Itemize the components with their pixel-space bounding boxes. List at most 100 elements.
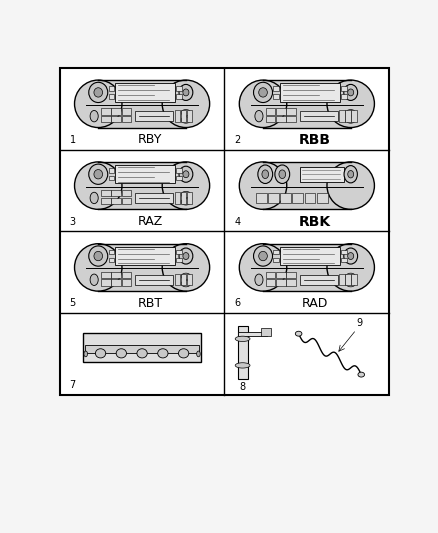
- Bar: [109, 168, 114, 173]
- Ellipse shape: [181, 273, 191, 279]
- Bar: [273, 86, 279, 91]
- Bar: [122, 108, 131, 115]
- Text: 6: 6: [234, 298, 240, 309]
- Ellipse shape: [275, 165, 290, 183]
- Ellipse shape: [181, 280, 191, 287]
- Ellipse shape: [348, 89, 354, 96]
- Ellipse shape: [239, 80, 287, 127]
- Bar: [101, 272, 110, 278]
- Bar: [276, 108, 286, 115]
- Bar: [115, 83, 175, 102]
- Bar: [351, 110, 357, 122]
- Ellipse shape: [158, 349, 168, 358]
- Ellipse shape: [90, 192, 98, 204]
- Ellipse shape: [239, 162, 287, 209]
- Ellipse shape: [258, 165, 272, 183]
- Bar: [300, 167, 344, 182]
- Bar: [111, 198, 121, 204]
- Ellipse shape: [181, 117, 191, 123]
- Bar: [351, 274, 357, 286]
- Bar: [280, 193, 291, 203]
- Bar: [187, 274, 192, 286]
- Bar: [273, 258, 279, 262]
- Bar: [135, 193, 173, 203]
- Bar: [263, 80, 351, 127]
- Bar: [111, 190, 121, 196]
- Text: 8: 8: [240, 382, 246, 392]
- Bar: [273, 250, 279, 254]
- Ellipse shape: [162, 244, 210, 291]
- Bar: [111, 279, 121, 286]
- Text: 7: 7: [70, 380, 76, 390]
- Text: RAZ: RAZ: [138, 215, 163, 228]
- Ellipse shape: [183, 171, 189, 177]
- Bar: [266, 279, 276, 286]
- Bar: [317, 193, 328, 203]
- Text: 1: 1: [70, 135, 76, 145]
- Text: RBB: RBB: [299, 133, 331, 147]
- Ellipse shape: [327, 80, 374, 127]
- Ellipse shape: [279, 170, 286, 179]
- Ellipse shape: [259, 88, 267, 97]
- Bar: [98, 162, 186, 209]
- Bar: [101, 279, 110, 286]
- Ellipse shape: [344, 248, 357, 264]
- Bar: [276, 272, 286, 278]
- Bar: [174, 110, 180, 122]
- Bar: [293, 193, 303, 203]
- Bar: [101, 108, 110, 115]
- Ellipse shape: [183, 89, 189, 96]
- Bar: [276, 116, 286, 122]
- Bar: [286, 279, 296, 286]
- Bar: [346, 274, 351, 286]
- Bar: [177, 250, 182, 254]
- Bar: [238, 332, 267, 336]
- Ellipse shape: [74, 162, 122, 209]
- Ellipse shape: [235, 336, 250, 342]
- Ellipse shape: [327, 162, 374, 209]
- Bar: [109, 94, 114, 99]
- Ellipse shape: [197, 351, 200, 357]
- Bar: [266, 272, 276, 278]
- Ellipse shape: [183, 253, 189, 260]
- Bar: [122, 116, 131, 122]
- Bar: [180, 192, 186, 204]
- Bar: [238, 326, 247, 379]
- Ellipse shape: [89, 82, 108, 102]
- Ellipse shape: [179, 248, 193, 264]
- Ellipse shape: [235, 363, 250, 368]
- Bar: [266, 116, 276, 122]
- Ellipse shape: [94, 88, 102, 97]
- Bar: [109, 86, 114, 91]
- Text: RAD: RAD: [302, 297, 328, 310]
- Bar: [280, 83, 340, 102]
- Ellipse shape: [255, 274, 263, 286]
- Ellipse shape: [94, 252, 102, 261]
- Ellipse shape: [239, 244, 287, 291]
- Bar: [135, 111, 173, 122]
- Ellipse shape: [178, 349, 189, 358]
- Bar: [174, 274, 180, 286]
- Bar: [280, 247, 340, 265]
- Bar: [177, 94, 182, 99]
- Bar: [122, 198, 131, 204]
- Ellipse shape: [358, 372, 364, 377]
- Ellipse shape: [74, 244, 122, 291]
- Bar: [115, 165, 175, 183]
- Bar: [180, 274, 186, 286]
- Text: 5: 5: [70, 298, 76, 309]
- Bar: [60, 68, 389, 395]
- Bar: [177, 168, 182, 173]
- Bar: [286, 272, 296, 278]
- Ellipse shape: [295, 331, 302, 336]
- Bar: [177, 176, 182, 180]
- Text: 3: 3: [70, 216, 76, 227]
- Ellipse shape: [94, 169, 102, 179]
- Bar: [341, 94, 346, 99]
- Bar: [300, 111, 338, 122]
- Bar: [85, 345, 199, 353]
- Bar: [341, 258, 346, 262]
- Ellipse shape: [346, 280, 355, 287]
- Bar: [122, 272, 131, 278]
- Text: RBK: RBK: [299, 215, 331, 229]
